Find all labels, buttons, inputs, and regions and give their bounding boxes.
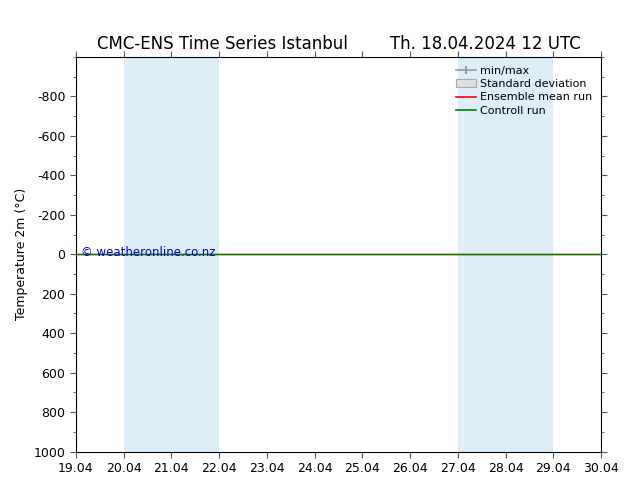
Y-axis label: Temperature 2m (°C): Temperature 2m (°C) (15, 188, 28, 320)
Bar (124, 57, 219, 452)
Text: © weatheronline.co.nz: © weatheronline.co.nz (81, 246, 216, 259)
Legend: min/max, Standard deviation, Ensemble mean run, Controll run: min/max, Standard deviation, Ensemble me… (452, 63, 595, 119)
Bar (601, 57, 625, 452)
Title: CMC-ENS Time Series Istanbul        Th. 18.04.2024 12 UTC: CMC-ENS Time Series Istanbul Th. 18.04.2… (96, 35, 580, 52)
Bar (458, 57, 553, 452)
